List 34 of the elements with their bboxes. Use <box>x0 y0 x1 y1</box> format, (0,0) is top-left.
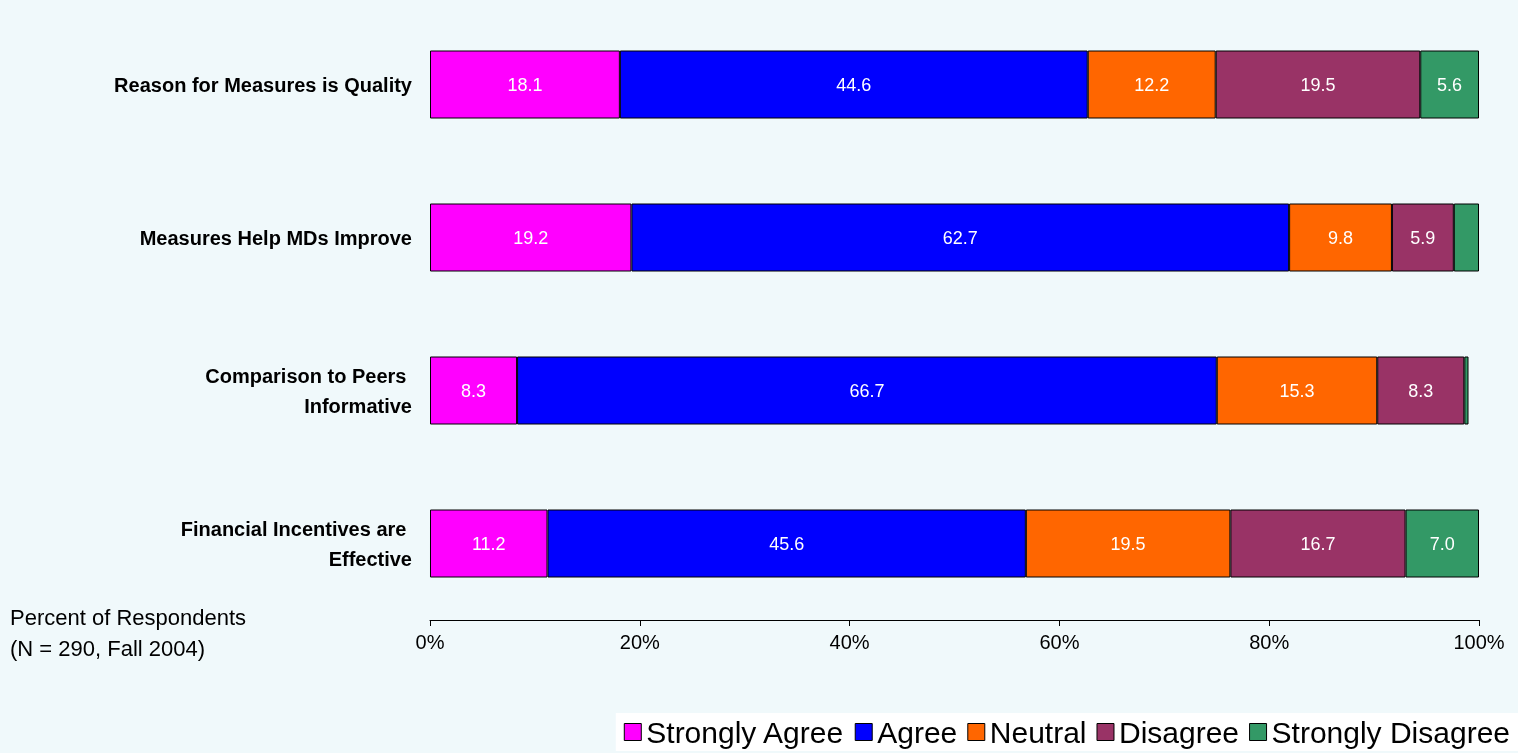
y-tick-label: Measures Help MDs Improve <box>139 226 412 249</box>
data-label: 19.5 <box>1300 74 1336 95</box>
data-label: 16.7 <box>1300 533 1336 554</box>
y-tick-label: Financial Incentives are Effective <box>180 517 412 570</box>
data-label: 44.6 <box>836 74 872 95</box>
data-label: 19.5 <box>1110 533 1146 554</box>
x-tick-label: 60% <box>1039 631 1080 653</box>
data-label: 11.2 <box>471 533 506 554</box>
x-tick-label: 100% <box>1453 631 1505 653</box>
x-tick-label: 20% <box>619 631 661 653</box>
x-axis-title: Percent of Respondents (N = 290, Fall 2004) <box>10 605 247 661</box>
y-tick-label: Comparison to Peers Informative <box>205 364 412 417</box>
data-label: 5.9 <box>1410 227 1436 248</box>
legend-label: Strongly Disagree <box>1271 715 1511 749</box>
data-label: 8.3 <box>1408 380 1434 401</box>
legend-label: Disagree <box>1118 715 1240 749</box>
legend-label: Agree <box>877 715 958 749</box>
data-label: 62.7 <box>942 227 978 248</box>
data-label: 45.6 <box>769 533 805 554</box>
data-label: 7.0 <box>1429 533 1455 554</box>
data-label: 66.7 <box>849 380 885 401</box>
data-label: 9.8 <box>1328 227 1354 248</box>
x-tick-label: 40% <box>829 631 870 653</box>
data-label: 19.2 <box>513 227 549 248</box>
x-tick-label: 0% <box>415 631 445 653</box>
legend-label: Neutral <box>989 715 1087 749</box>
data-label: 18.1 <box>507 74 543 95</box>
y-tick-label: Reason for Measures is Quality <box>114 73 413 96</box>
data-label: 15.3 <box>1279 380 1315 401</box>
data-label: 5.6 <box>1437 74 1463 95</box>
legend-label: Strongly Agree <box>646 715 844 749</box>
data-label: 8.3 <box>461 380 487 401</box>
x-tick-label: 80% <box>1249 631 1290 653</box>
data-label: 12.2 <box>1134 74 1170 95</box>
